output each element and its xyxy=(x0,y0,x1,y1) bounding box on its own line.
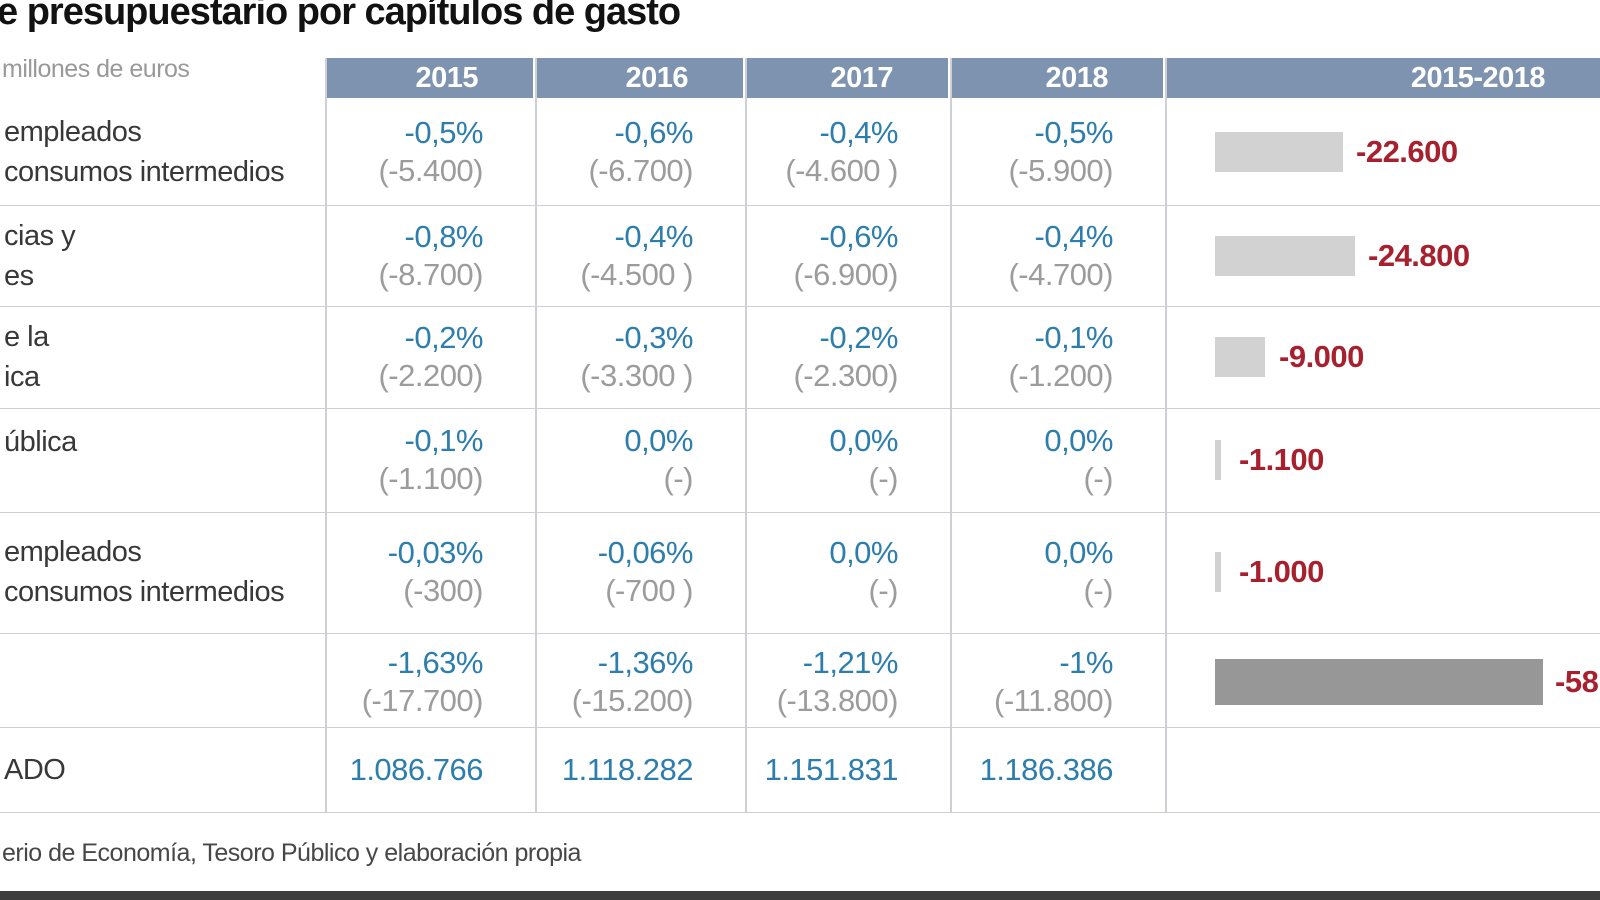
column-divider xyxy=(950,58,952,812)
column-divider xyxy=(1165,58,1167,812)
row-divider xyxy=(0,306,1600,307)
total-row-cell: -1,36% (-15.200) xyxy=(571,645,694,718)
gdp-cell: 1.118.282 xyxy=(561,752,694,787)
total-value: -24.800 xyxy=(1368,238,1470,273)
row-divider xyxy=(0,512,1600,513)
row-divider xyxy=(0,812,1600,813)
table-cell: -0,6% (-6.900) xyxy=(793,219,898,292)
grand-total-value: -58 xyxy=(1555,664,1599,699)
table-cell: -0,3% (-3.300 ) xyxy=(580,320,693,393)
table-cell: 0,0% (-) xyxy=(829,535,898,608)
chart-title: e presupuestario por capítulos de gasto xyxy=(0,0,681,33)
table-cell: -0,1% (-1.100) xyxy=(378,423,483,496)
total-value: -9.000 xyxy=(1279,339,1364,374)
table-cell: -0,2% (-2.300) xyxy=(793,320,898,393)
gdp-cell: 1.151.831 xyxy=(764,752,899,787)
bottom-rule xyxy=(0,891,1600,900)
table-cell: -0,6% (-6.700) xyxy=(588,115,693,188)
total-value: -1.100 xyxy=(1239,442,1324,477)
total-row-cell: -1% (-11.800) xyxy=(994,645,1114,718)
total-bar xyxy=(1215,552,1221,592)
gdp-cell: 1.186.386 xyxy=(979,752,1114,787)
table-cell: -0,4% (-4.600 ) xyxy=(785,115,898,188)
gdp-row-label: ADO xyxy=(4,754,66,786)
table-cell: -0,03% (-300) xyxy=(387,535,484,608)
gdp-cell: 1.086.766 xyxy=(349,752,484,787)
row-label: ública xyxy=(4,426,77,458)
source-note: erio de Economía, Tesoro Público y elabo… xyxy=(2,839,581,867)
unit-note: millones de euros xyxy=(2,55,190,83)
row-label: empleados consumos intermedios xyxy=(4,536,285,608)
total-bar xyxy=(1215,236,1355,276)
total-row-cell: -1,63% (-17.700) xyxy=(361,645,484,718)
column-header-2015: 2015 xyxy=(327,58,533,98)
row-divider xyxy=(0,205,1600,206)
total-value: -1.000 xyxy=(1239,554,1324,589)
total-row-cell: -1,21% (-13.800) xyxy=(776,645,899,718)
row-divider xyxy=(0,727,1600,728)
column-header-2017: 2017 xyxy=(747,58,948,98)
table-cell: -0,06% (-700 ) xyxy=(597,535,694,608)
table-cell: -0,2% (-2.200) xyxy=(378,320,483,393)
grand-total-bar xyxy=(1215,659,1543,705)
row-label: e la ica xyxy=(4,321,49,393)
row-label: empleados consumos intermedios xyxy=(4,116,285,188)
table-cell: -0,4% (-4.700) xyxy=(1008,219,1113,292)
table-cell: 0,0% (-) xyxy=(829,423,898,496)
table-cell: 0,0% (-) xyxy=(624,423,693,496)
column-divider xyxy=(745,58,747,812)
table-cell: 0,0% (-) xyxy=(1044,423,1113,496)
table-cell: 0,0% (-) xyxy=(1044,535,1113,608)
table-cell: -0,8% (-8.700) xyxy=(378,219,483,292)
table-cell: -0,5% (-5.400) xyxy=(378,115,483,188)
total-bar xyxy=(1215,337,1265,377)
column-divider xyxy=(325,58,327,812)
row-divider xyxy=(0,633,1600,634)
total-bar xyxy=(1215,132,1343,172)
total-value: -22.600 xyxy=(1356,134,1458,169)
column-header-2018: 2018 xyxy=(952,58,1163,98)
column-divider xyxy=(535,58,537,812)
row-label: cias y es xyxy=(4,220,76,292)
table-cell: -0,1% (-1.200) xyxy=(1008,320,1113,393)
row-divider xyxy=(0,408,1600,409)
column-header-2016: 2016 xyxy=(537,58,743,98)
total-bar xyxy=(1215,440,1221,480)
table-cell: -0,4% (-4.500 ) xyxy=(580,219,693,292)
column-header-2015-2018: 2015-2018 xyxy=(1167,58,1600,98)
table-cell: -0,5% (-5.900) xyxy=(1008,115,1113,188)
